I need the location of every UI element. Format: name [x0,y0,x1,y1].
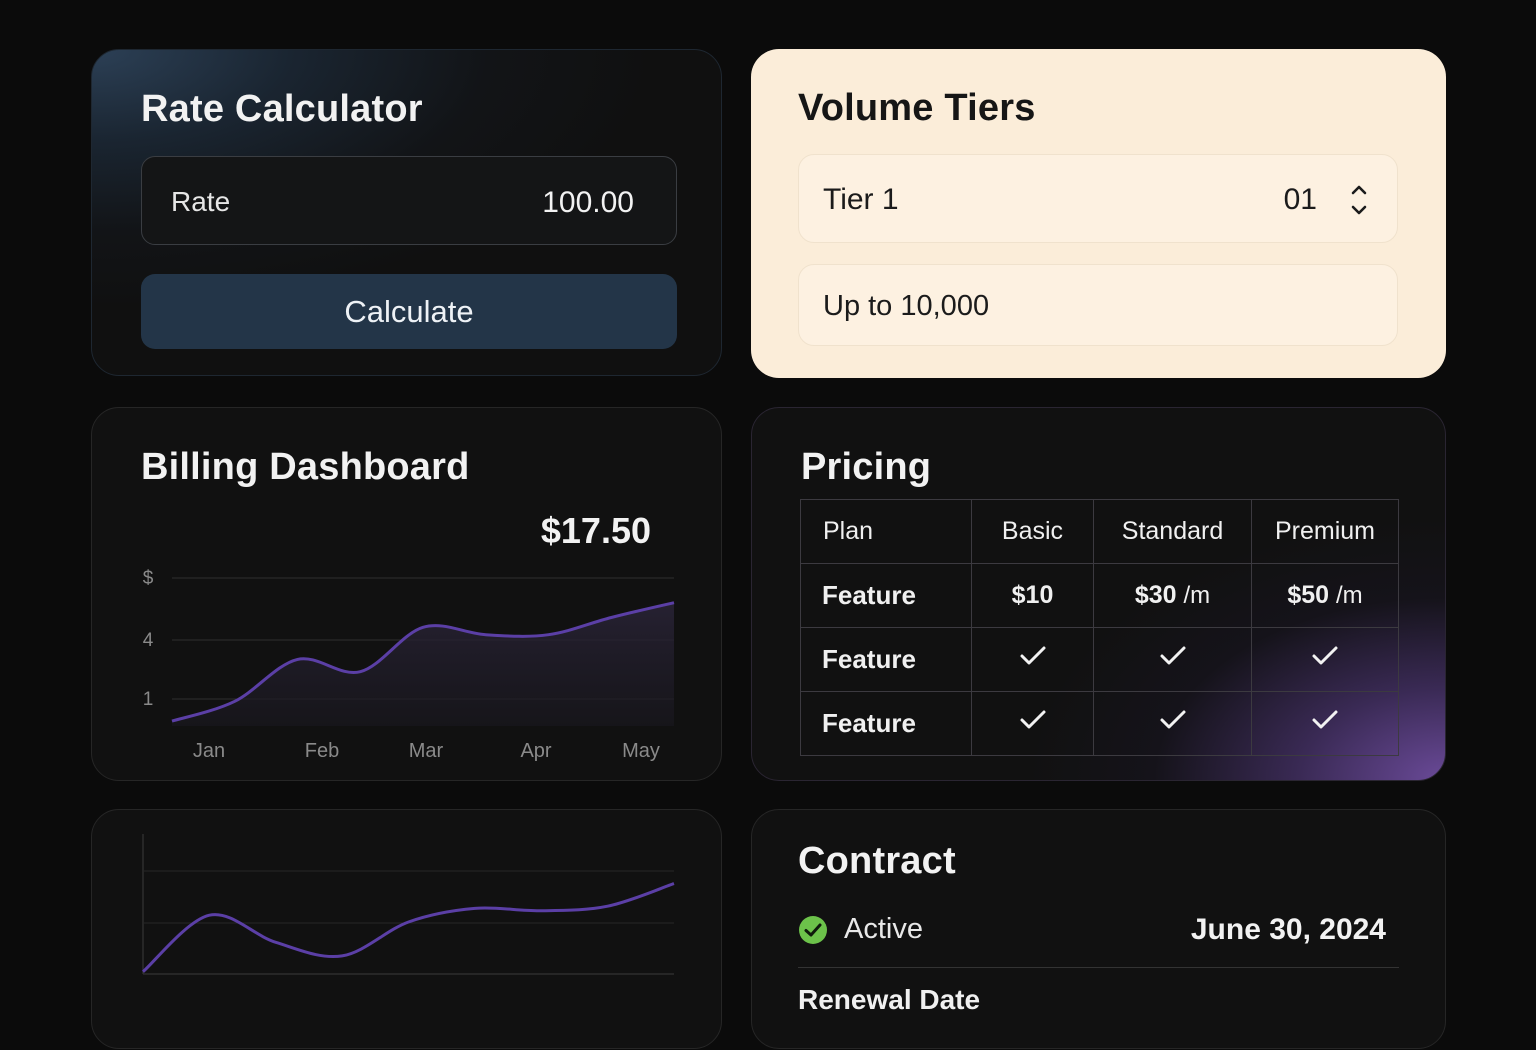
premium-unit: /m [1336,582,1363,609]
pricing-header-row: Plan Basic Standard Premium [800,499,1399,564]
premium-check-cell [1251,691,1399,756]
billing-chart: $4 1 Jan Feb Mar Apr May [143,568,675,762]
series-line [142,882,675,973]
billing-dashboard-card: Billing Dashboard $17.50 $4 1 Jan Feb Mar Apr… [91,407,722,781]
premium-price: $50 [1287,581,1330,609]
check-icon [1020,646,1045,665]
basic-price: $10 [971,563,1094,628]
header-premium: Premium [1251,499,1399,564]
feature-label: Feature [800,627,972,692]
billing-dashboard-title: Billing Dashboard [141,446,470,488]
check-icon [1312,710,1338,729]
contract-card: Contract Active June 30, 2024 Renewal Da… [751,809,1446,1049]
pricing-title: Pricing [801,446,932,488]
x-tick-label: Mar [409,740,444,762]
y-tick-label: 1 [143,689,154,710]
feature-label: Feature [800,563,972,628]
standard-price: $30 [1134,581,1177,609]
volume-tiers-card: Volume Tiers Tier 1 01 Up to 10,000 [751,49,1446,378]
pricing-table: Plan Basic Standard Premium Feature $10 … [800,499,1399,756]
basic-check-cell [971,627,1094,692]
premium-check-cell [1251,627,1399,692]
tier-number: 01 [1283,183,1317,216]
table-row: Feature [800,627,1399,692]
renewal-date-label: Renewal Date [798,984,981,1015]
check-circle-icon [799,915,827,944]
header-standard: Standard [1093,499,1252,564]
tier-label: Tier 1 [823,183,899,216]
y-tick-label: $ [143,568,154,589]
y-tick-label: 4 [143,630,154,651]
trend-chart-card [91,809,722,1049]
tier-limit-text: Up to 10,000 [823,290,990,322]
series-line [171,601,675,723]
rate-input[interactable]: Rate 100.00 [141,156,677,245]
x-tick-label: Jan [193,740,225,762]
table-row: Feature $10 $30 /m $50 /m [800,563,1399,628]
contract-date: June 30, 2024 [1190,913,1386,946]
check-icon [1312,646,1338,665]
contract-status: Active [798,913,923,946]
stepper-chevrons-icon[interactable] [1349,183,1369,217]
rate-calculator-title: Rate Calculator [141,88,423,130]
table-row: Feature [800,691,1399,756]
check-icon [1020,710,1045,729]
x-tick-label: Apr [520,740,551,762]
header-plan: Plan [800,499,972,564]
volume-tiers-title: Volume Tiers [798,87,1036,129]
standard-price-cell: $30 /m [1093,563,1252,628]
status-text: Active [844,913,923,945]
calculate-button[interactable]: Calculate [141,274,677,349]
premium-price-cell: $50 /m [1251,563,1399,628]
standard-check-cell [1093,627,1252,692]
standard-check-cell [1093,691,1252,756]
contract-title: Contract [798,840,956,882]
standard-unit: /m [1183,582,1211,609]
x-tick-label: Feb [305,740,339,762]
basic-check-cell [971,691,1094,756]
divider [798,967,1399,968]
tier-limit-field[interactable]: Up to 10,000 [798,264,1398,346]
area-fill [172,602,674,726]
rate-calculator-card: Rate Calculator Rate 100.00 Calculate [91,49,722,376]
tier-select[interactable]: Tier 1 01 [798,154,1398,243]
rate-label: Rate [171,186,231,217]
pricing-card: Pricing Plan Basic Standard Premium Feat… [751,407,1446,781]
feature-label: Feature [800,691,972,756]
rate-value: 100.00 [542,186,634,219]
x-tick-label: May [622,740,660,762]
header-basic: Basic [971,499,1094,564]
check-icon [1160,646,1185,665]
billing-amount: $17.50 [540,510,651,551]
check-icon [1160,710,1185,729]
trend-chart [142,834,675,975]
